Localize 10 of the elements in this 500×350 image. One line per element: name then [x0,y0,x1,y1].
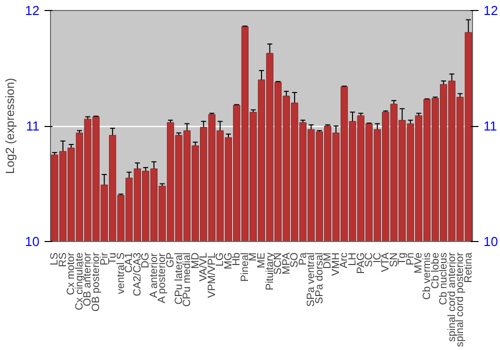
y-tick-label: 10 [25,234,40,249]
x-tick-label: A posterior [156,252,168,304]
y2-tick-label: 11 [484,118,497,134]
y2-tick-label: 10 [484,234,498,249]
y-tick-label: 12 [25,3,40,18]
y-axis-title: Log2 (expression) [3,78,18,174]
y-tick-label: 11 [26,118,40,134]
x-tick-label: Tg [396,252,408,265]
y2-tick-label: 12 [484,3,498,18]
x-tick-label: OB posterior [90,252,102,312]
